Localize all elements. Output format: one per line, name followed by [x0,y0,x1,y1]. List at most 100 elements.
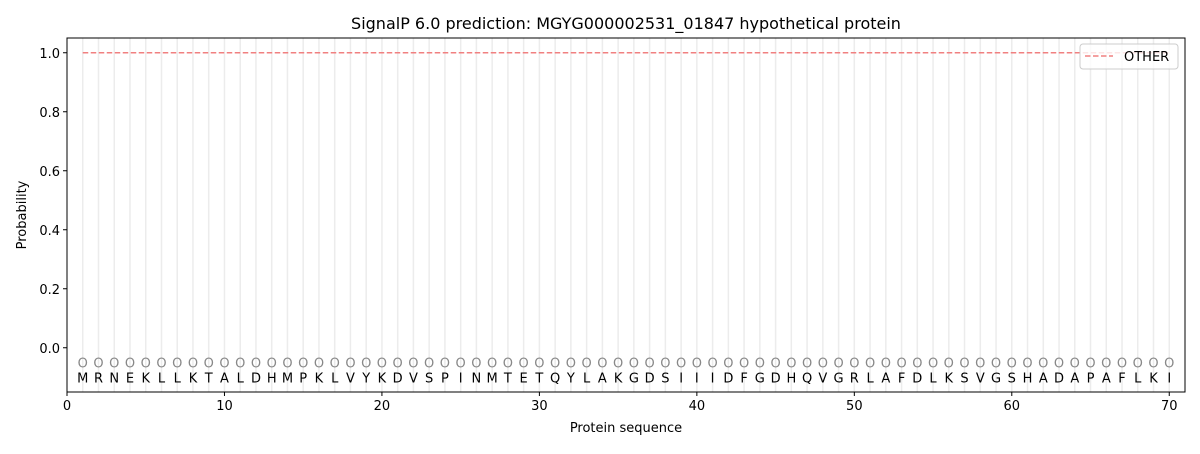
region-marker: O [707,357,717,372]
x-tick-label: 70 [1161,399,1178,414]
region-marker: O [408,357,418,372]
region-marker: O [393,357,403,372]
residue-label: K [945,371,954,386]
residue-label: G [834,371,844,386]
residue-label: L [929,371,937,386]
x-tick-label: 30 [531,399,548,414]
residue-label: E [126,371,134,386]
residue-label: R [850,371,859,386]
residue-label: E [520,371,528,386]
region-marker: O [692,357,702,372]
residue-label: S [1008,371,1016,386]
residue-label: A [220,371,229,386]
residue-label: Q [550,371,560,386]
region-marker: O [1117,357,1127,372]
region-marker: O [125,357,135,372]
region-marker: O [786,357,796,372]
region-marker: O [629,357,639,372]
x-tick-label: 50 [846,399,863,414]
region-marker: O [282,357,292,372]
residue-label: L [331,371,339,386]
residue-label: D [912,371,922,386]
residue-label: L [158,371,166,386]
residue-label: A [1039,371,1048,386]
residue-label: D [771,371,781,386]
region-marker: O [818,357,828,372]
region-marker: O [944,357,954,372]
region-marker: O [188,357,198,372]
region-marker: O [503,357,513,372]
residue-label: V [346,371,355,386]
region-marker: O [456,357,466,372]
region-marker: O [597,357,607,372]
region-marker: O [723,357,733,372]
region-marker: O [1148,357,1158,372]
region-marker: O [204,357,214,372]
y-tick-label: 0.8 [39,106,60,121]
region-marker: O [1101,357,1111,372]
residue-label: H [786,371,796,386]
residue-label: N [472,371,482,386]
residue-label: A [1070,371,1079,386]
residue-label: D [1054,371,1064,386]
region-marker: O [156,357,166,372]
residue-label: A [598,371,607,386]
residue-label: P [441,371,449,386]
legend-box [1079,43,1179,70]
region-marker: O [235,357,245,372]
residue-label: V [976,371,985,386]
region-marker: O [566,357,576,372]
y-axis-ticks: 0.0 0.2 0.4 0.6 0.8 1.0 [39,47,67,357]
residue-label: P [1087,371,1095,386]
region-marker: O [330,357,340,372]
residue-label: I [695,371,699,386]
plot-frame [66,37,1186,393]
residue-label: G [629,371,639,386]
residue-label: P [299,371,307,386]
region-marker: O [959,357,969,372]
residue-label: L [866,371,874,386]
region-marker: O [534,357,544,372]
region-marker: O [298,357,308,372]
legend: OTHER [1079,43,1179,70]
region-marker: O [172,357,182,372]
residue-label: I [459,371,463,386]
region-marker: O [660,357,670,372]
residue-label: M [487,371,498,386]
residue-label: I [711,371,715,386]
region-marker: O [613,357,623,372]
residue-label: G [991,371,1001,386]
region-marker: O [1070,357,1080,372]
legend-label-other: OTHER [1124,50,1169,65]
region-marker: O [314,357,324,372]
region-marker: O [676,357,686,372]
residue-label: M [77,371,88,386]
region-marker: O [865,357,875,372]
region-marker: O [471,357,481,372]
residue-label: K [378,371,387,386]
residue-label: A [881,371,890,386]
region-marker: O [424,357,434,372]
region-marker: O [1038,357,1048,372]
residue-label: K [189,371,198,386]
residue-label: Y [361,371,370,386]
residue-label: L [174,371,182,386]
region-marker: O [78,357,88,372]
region-marker: O [550,357,560,372]
residue-label: K [1149,371,1158,386]
region-marker: O [645,357,655,372]
residue-label: I [1167,371,1171,386]
residue-label: D [723,371,733,386]
region-marker: O [440,357,450,372]
region-marker: O [1054,357,1064,372]
region-marker: O [377,357,387,372]
region-marker: O [109,357,119,372]
region-marker: O [361,357,371,372]
residue-label: D [645,371,655,386]
y-tick-label: 0.2 [39,283,60,298]
x-tick-label: 40 [689,399,706,414]
residue-label: N [109,371,119,386]
region-marker: O [755,357,765,372]
region-marker: O [802,357,812,372]
region-marker: O [141,357,151,372]
